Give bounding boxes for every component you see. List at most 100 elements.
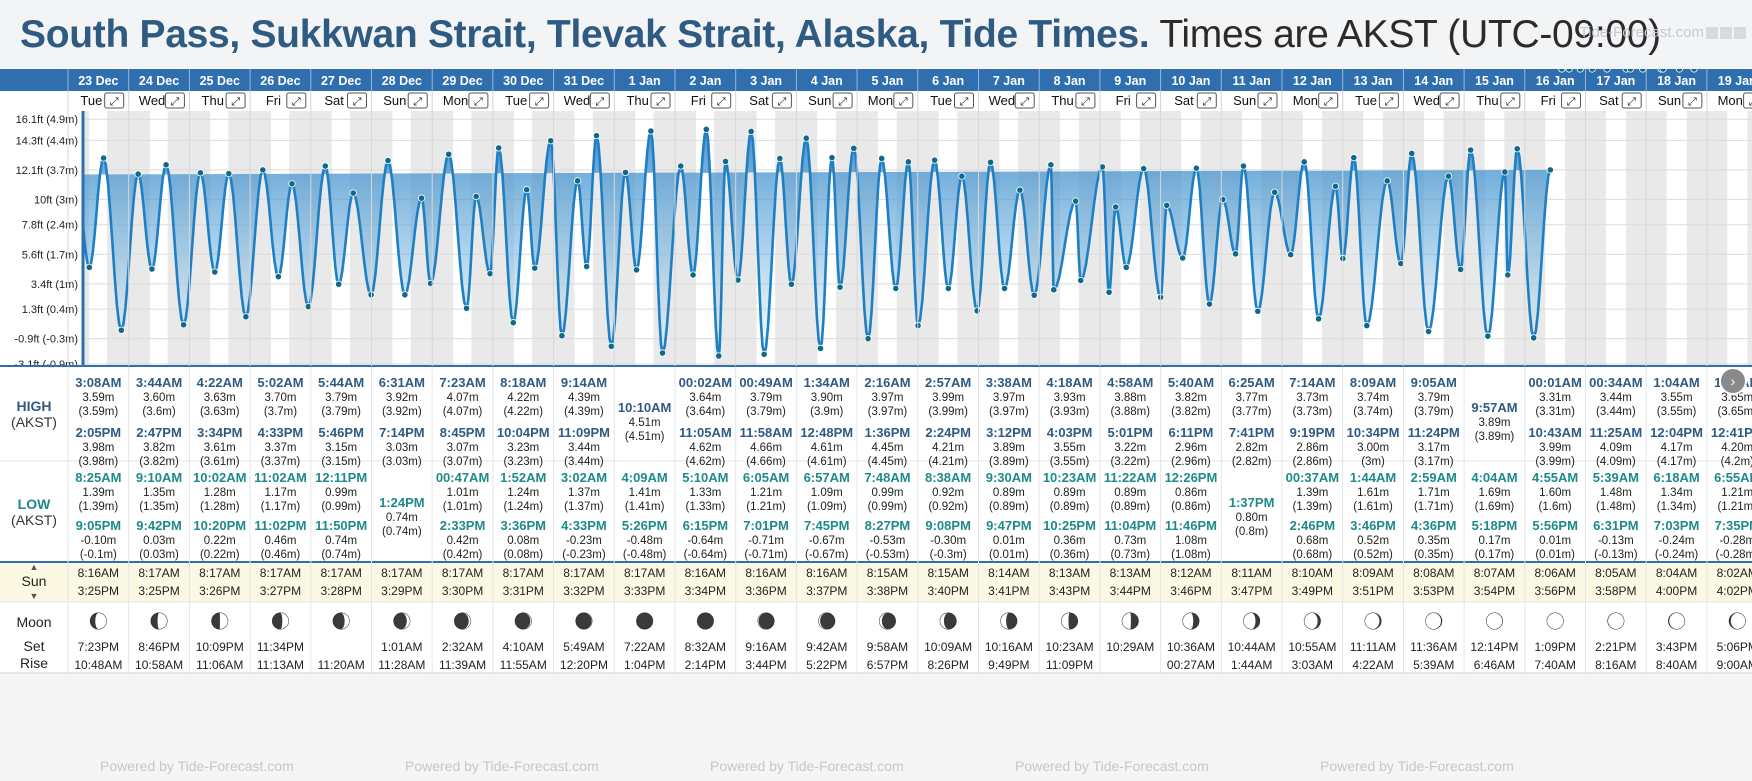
expand-day-button[interactable] (1378, 92, 1399, 109)
tide-point (747, 127, 755, 136)
date-label: 30 Dec (503, 74, 543, 88)
low-tide-2-height: 0.46m (264, 535, 296, 547)
low-tide-1-height: 1.21m (1721, 487, 1752, 499)
low-tide-2-height-alt: (-0.48m) (623, 549, 667, 561)
expand-day-button[interactable] (711, 92, 732, 109)
night-shade (1585, 111, 1606, 366)
expand-day-button[interactable] (104, 92, 125, 109)
tide-point (117, 326, 125, 334)
moonrise-time: 6:57PM (867, 658, 908, 672)
date-label: 11 Jan (1233, 74, 1271, 88)
date-label: 25 Dec (200, 74, 240, 88)
tide-point (904, 158, 912, 166)
tide-point (304, 303, 312, 311)
sunset-time: 3:43PM (1049, 584, 1090, 598)
expand-day-button[interactable] (1743, 92, 1752, 109)
expand-day-button[interactable] (529, 92, 550, 109)
date-label: 10 Jan (1171, 74, 1210, 88)
low-tide-2-height: 0.01m (1539, 535, 1571, 547)
expand-day-button[interactable] (1196, 92, 1217, 109)
moonset-row-title: Set (23, 638, 44, 654)
sunrise-time: 8:17AM (320, 566, 361, 580)
expand-day-button[interactable] (771, 92, 792, 109)
high-tide-1-height: 4.07m (447, 392, 479, 404)
high-tide-1-height-alt: (4.39m) (564, 406, 604, 418)
high-tide-1-height: 3.55m (1661, 392, 1693, 404)
high-tide-1-height: 4.39m (568, 392, 600, 404)
date-label: 5 Jan (871, 74, 903, 88)
expand-day-button[interactable] (832, 92, 853, 109)
expand-day-button[interactable] (164, 92, 185, 109)
tide-point (1675, 69, 1684, 73)
high-tide-1-height: 3.64m (689, 392, 721, 404)
page-title: South Pass, Sukkwan Strait, Tlevak Strai… (20, 12, 1661, 58)
expand-day-button[interactable] (1318, 92, 1339, 109)
low-tide-1-height: 1.24m (507, 487, 539, 499)
expand-day-button[interactable] (650, 92, 671, 109)
moonset-time: 9:16AM (745, 640, 786, 654)
low-tide-1-height: 1.39m (1296, 487, 1328, 499)
expand-day-button[interactable] (407, 92, 428, 109)
high-tide-2-time: 4:33PM (258, 425, 304, 440)
expand-day-button[interactable] (1075, 92, 1096, 109)
expand-day-button[interactable] (1439, 92, 1460, 109)
expand-day-button[interactable] (1682, 92, 1703, 109)
expand-day-button[interactable] (1561, 92, 1581, 109)
low-tide-2-time: 5:18PM (1472, 518, 1518, 533)
low-tide-1-height-alt: (0.92m) (928, 501, 968, 513)
high-tide-1-height: 3.97m (871, 392, 903, 404)
tide-point (931, 156, 939, 164)
moonrise-time: 6:46AM (1474, 658, 1515, 672)
high-tide-2-time: 3:12PM (986, 425, 1032, 440)
moon-phase-icon (1546, 612, 1564, 630)
expand-day-button[interactable] (589, 92, 610, 109)
sunset-time: 3:54PM (1474, 584, 1515, 598)
date-label: 13 Jan (1354, 74, 1393, 88)
expand-day-button[interactable] (1136, 92, 1157, 109)
low-tide-2-height: -0.23m (566, 535, 602, 547)
expand-day-button[interactable] (286, 92, 307, 109)
high-tide-1-height-alt: (3.79m) (1414, 406, 1454, 418)
sunset-time: 3:47PM (1231, 584, 1272, 598)
tide-point (531, 264, 539, 272)
expand-day-button[interactable] (893, 92, 914, 109)
high-tide-2-time: 12:04PM (1650, 425, 1703, 440)
expand-day-button[interactable] (1500, 92, 1521, 109)
tide-point (1467, 146, 1475, 154)
high-tide-1-height-alt: (3.6m) (142, 406, 175, 418)
high-tide-1-height: 3.88m (1114, 392, 1146, 404)
high-tide-1-height: 3.92m (386, 392, 418, 404)
high-tide-1-time: 5:40AM (1168, 375, 1214, 390)
expand-day-button[interactable] (347, 92, 367, 109)
expand-day-button[interactable] (954, 92, 974, 109)
weekday-label: Fri (1541, 93, 1556, 108)
low-tide-2-height: -0.53m (870, 535, 906, 547)
expand-day-button[interactable] (1621, 92, 1642, 109)
low-tide-1-time: 1:52AM (500, 470, 546, 485)
low-tide-1-height-alt: (1.35m) (139, 501, 179, 513)
high-tide-1-time: 7:23AM (439, 375, 485, 390)
high-tide-1-height-alt: (3.9m) (810, 406, 843, 418)
moonrise-time: 10:58AM (135, 658, 183, 672)
moonrise-time: 8:40AM (1656, 658, 1697, 672)
expand-day-button[interactable] (225, 92, 246, 109)
watermark-top: Tide-Forecast.com (1580, 24, 1746, 41)
low-tide-1-height-alt: (1.6m) (1539, 501, 1572, 513)
low-tide-1-time: 11:02AM (254, 470, 307, 485)
low-tide-1-height: 0.99m (325, 487, 357, 499)
tide-point (1192, 164, 1200, 172)
scroll-right-button[interactable] (1719, 367, 1747, 395)
expand-icon: ⤢ (960, 96, 969, 108)
moonrise-time: 11:13AM (257, 658, 304, 672)
low-tide-2-height-alt: (0.74m) (321, 549, 361, 561)
expand-day-button[interactable] (1257, 92, 1278, 109)
sunset-time: 4:00PM (1656, 584, 1697, 598)
weekday-label: Wed (1414, 93, 1441, 108)
tide-point (647, 127, 655, 135)
high-tide-1-time: 7:14AM (1289, 375, 1335, 390)
tide-point (335, 280, 343, 288)
expand-day-button[interactable] (468, 92, 489, 109)
moon-phase-icon (332, 612, 350, 630)
expand-icon: ⤢ (1202, 96, 1211, 108)
expand-day-button[interactable] (1014, 92, 1035, 109)
